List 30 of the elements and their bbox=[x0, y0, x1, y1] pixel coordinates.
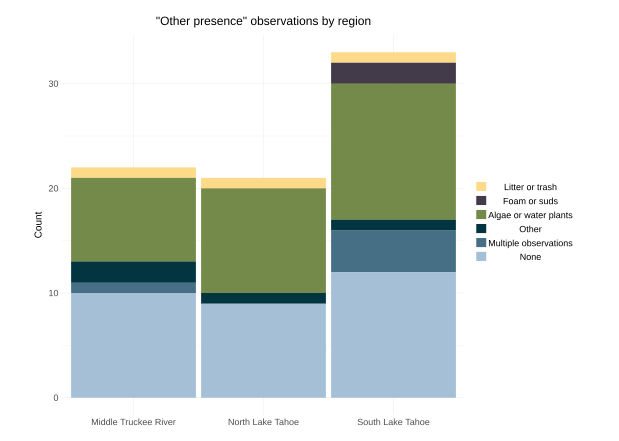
bar bbox=[201, 178, 326, 188]
bar bbox=[71, 282, 196, 294]
bar bbox=[331, 62, 456, 84]
bar bbox=[71, 178, 196, 262]
y-tick-label: 0 bbox=[54, 394, 58, 401]
bar bbox=[71, 293, 196, 398]
y-tick-label: 20 bbox=[48, 185, 58, 192]
bar bbox=[71, 167, 196, 178]
text: None bbox=[520, 254, 541, 260]
bar bbox=[201, 304, 326, 398]
y-tick-label: 10 bbox=[49, 290, 58, 296]
chart-title: "Other presence" observations by region bbox=[156, 16, 370, 28]
bar bbox=[331, 230, 456, 272]
legend-label: Foam or suds bbox=[504, 198, 558, 204]
legend-label: Multiple observations bbox=[488, 240, 572, 248]
bar bbox=[71, 262, 196, 283]
x-tick-label: Middle Truckee River bbox=[92, 418, 176, 426]
bar bbox=[201, 293, 326, 304]
bar bbox=[331, 52, 456, 63]
bar bbox=[331, 84, 456, 220]
x-tick-label: North Lake Tahoe bbox=[228, 418, 299, 426]
legend-label: Litter or trash bbox=[504, 184, 556, 190]
legend-label: Algae or water plants bbox=[488, 212, 572, 220]
bar bbox=[331, 272, 456, 398]
bar bbox=[201, 188, 326, 294]
bar bbox=[331, 220, 456, 230]
x-tick-label: South Lake Tahoe bbox=[358, 418, 430, 426]
y-tick-label: 30 bbox=[48, 80, 58, 87]
y-axis-title: Count bbox=[34, 212, 42, 238]
text: Other bbox=[520, 226, 542, 232]
